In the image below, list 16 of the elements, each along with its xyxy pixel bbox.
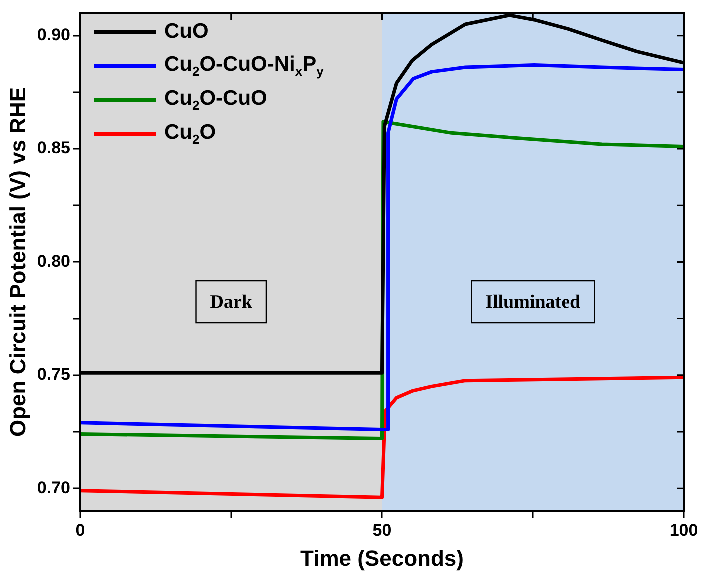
x-tick-label: 0: [76, 521, 86, 540]
y-tick-label: 0.90: [37, 26, 70, 45]
y-axis-title: Open Circuit Potential (V) vs RHE: [5, 87, 30, 438]
y-tick-label: 0.80: [37, 252, 70, 271]
x-axis-title: Time (Seconds): [300, 546, 464, 571]
legend-label: Cu$_{2}$O-CuO: [164, 87, 268, 114]
band-label: Dark: [210, 292, 253, 313]
legend-label: CuO: [164, 20, 209, 44]
legend-label: Cu$_{2}$O: [164, 121, 216, 148]
legend-label: Cu$_{2}$O-CuO-Ni$_{x}$P$_{y}$: [164, 53, 324, 80]
y-tick-label: 0.75: [37, 365, 70, 384]
x-tick-label: 100: [670, 521, 698, 540]
y-tick-label: 0.70: [37, 478, 70, 498]
band-label: Illuminated: [486, 292, 582, 313]
y-tick-label: 0.85: [37, 138, 70, 158]
x-tick-label: 50: [372, 521, 392, 540]
